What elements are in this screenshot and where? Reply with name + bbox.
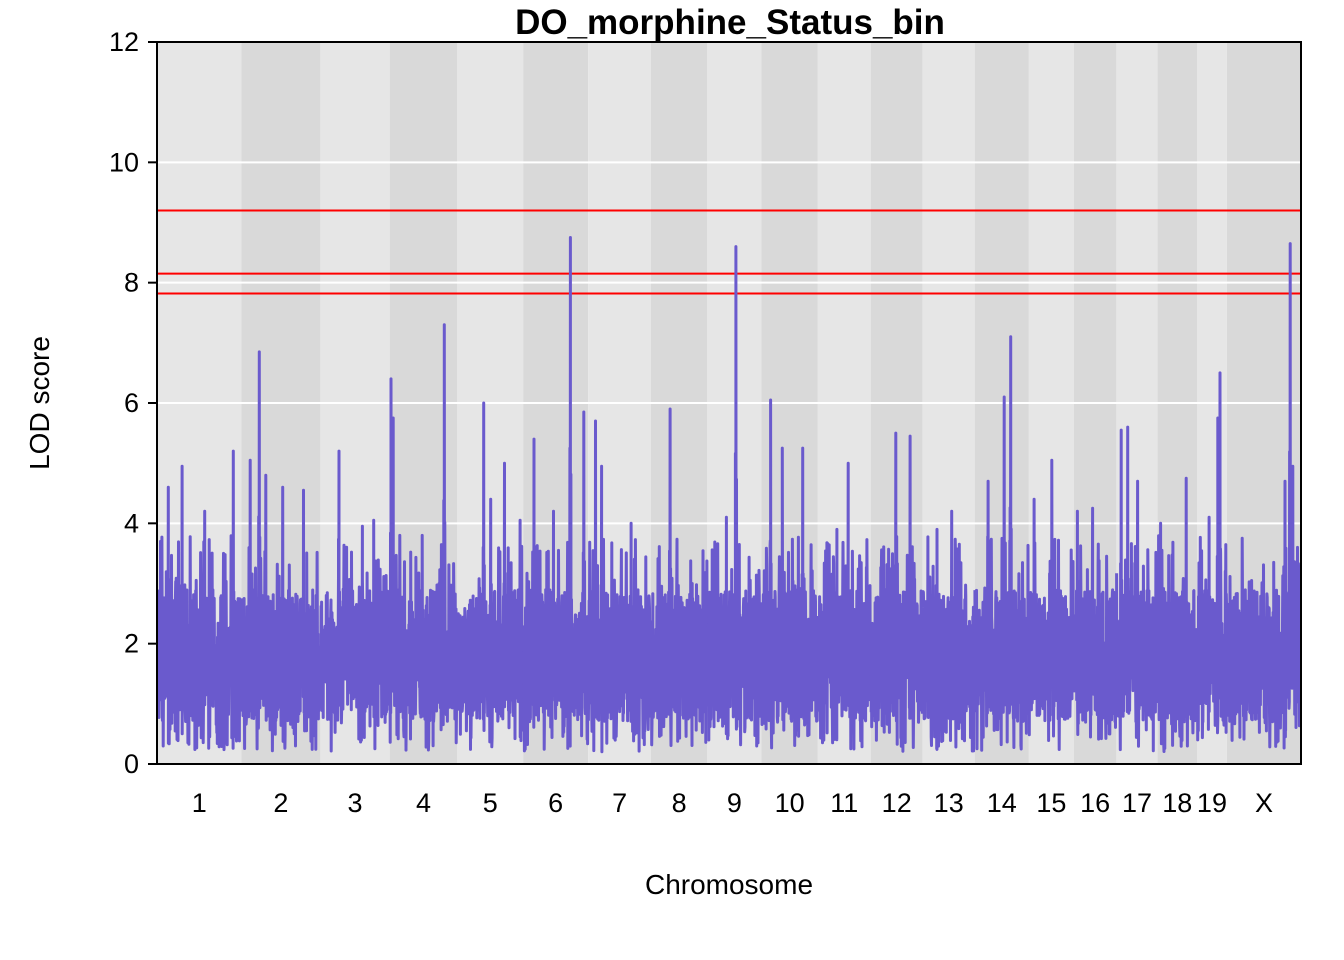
x-tick-label: 7 [612,788,627,818]
x-tick-label: 8 [672,788,687,818]
lod-trace-chr-6 [521,236,590,753]
y-tick-label: 6 [124,388,139,418]
y-tick-label: 8 [124,268,139,298]
y-axis-label: LOD score [24,336,55,470]
x-tick-label: 14 [987,788,1017,818]
lod-trace-chr-12 [869,431,924,753]
lod-trace-chr-18 [1156,476,1199,753]
lod-trace-chr-14 [973,335,1030,752]
lod-trace-chr-19 [1195,371,1229,742]
lod-trace-chr-10 [760,398,820,750]
x-tick-label: 10 [775,788,805,818]
x-tick-label: 3 [348,788,363,818]
lod-trace-chr-11 [816,461,872,751]
x-tick-label: 9 [727,788,742,818]
x-tick-label: 11 [830,788,858,818]
y-tick-label: 10 [109,147,139,177]
x-tick-label: 15 [1036,788,1066,818]
x-tick-label: 4 [416,788,431,818]
y-axis: 0 2 4 6 8 10 12 [109,27,157,779]
x-tick-label: 13 [934,788,964,818]
lod-trace-chr-8 [649,407,709,747]
lod-trace-chr-7 [586,419,653,754]
lod-trace-chr-17 [1115,425,1159,753]
x-tick-label: 16 [1080,788,1110,818]
lod-trace-chr-5 [456,401,525,751]
x-tick-label: 1 [192,788,207,818]
lod-series [157,236,1301,754]
x-tick-label: 6 [548,788,563,818]
lod-trace-chr-X [1225,242,1301,750]
lod-trace-chr-16 [1072,506,1118,741]
lod-trace-chr-3 [319,449,391,753]
x-axis-label: Chromosome [645,869,813,900]
y-tick-label: 12 [109,27,139,57]
x-axis: 1 2 3 4 5 6 7 8 9 10 11 12 13 14 15 16 17 18 19 X [192,788,1273,818]
y-tick-label: 4 [124,508,139,538]
y-tick-label: 2 [124,629,139,659]
lod-trace-chr-15 [1027,458,1075,751]
lod-trace-chr-1 [157,449,243,752]
x-tick-label: X [1255,788,1273,818]
lod-trace-chr-4 [388,323,459,752]
lod-trace-chr-2 [240,350,322,753]
x-tick-label: 18 [1162,788,1192,818]
chart-title: DO_morphine_Status_bin [515,3,945,42]
y-tick-label: 0 [124,749,139,779]
x-tick-label: 12 [882,788,912,818]
lod-trace-chr-9 [706,245,763,748]
lod-trace-chr-13 [921,509,976,753]
x-tick-label: 5 [483,788,498,818]
x-tick-label: 17 [1122,788,1152,818]
x-tick-label: 2 [273,788,288,818]
significance-thresholds [157,209,1301,295]
x-tick-label: 19 [1197,788,1227,818]
